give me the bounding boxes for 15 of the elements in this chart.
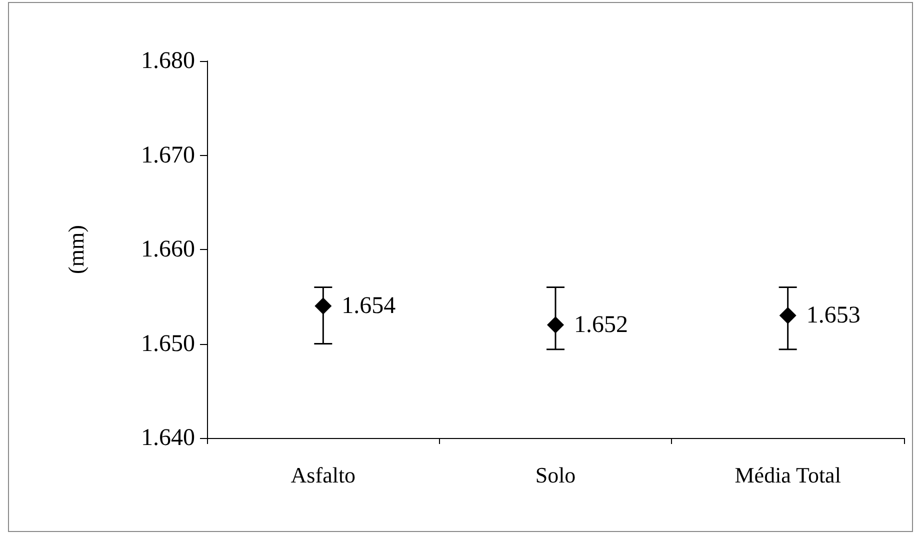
point — [779, 306, 796, 324]
x-tick-label: Média Total — [734, 462, 841, 488]
y-axis-title: (mm) — [64, 225, 88, 274]
x-tick-label: Asfalto — [290, 462, 356, 488]
data-label: 1.654 — [342, 293, 396, 320]
y-tick-label: 1.670 — [141, 142, 195, 168]
point — [314, 298, 332, 315]
data-label: 1.652 — [574, 312, 628, 338]
y-tick-label: 1.660 — [141, 236, 195, 262]
y-tick-label: 1.680 — [141, 48, 195, 74]
y-tick-label: 1.640 — [141, 425, 195, 451]
x-tick-label: Solo — [535, 462, 576, 488]
y-tick-label: 1.650 — [141, 330, 195, 357]
data-label: 1.653 — [806, 302, 860, 328]
point — [547, 316, 564, 334]
